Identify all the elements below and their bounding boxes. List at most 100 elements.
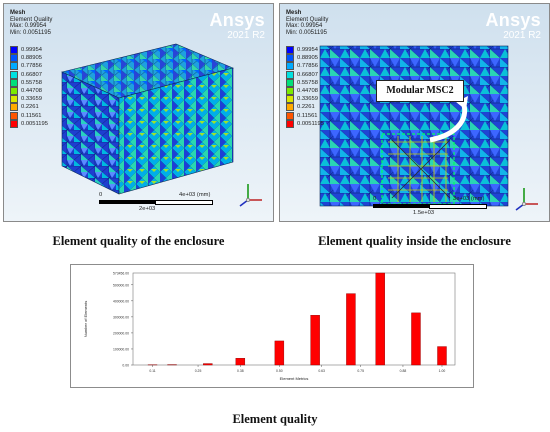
brand-version: 2021 R2 bbox=[227, 30, 265, 41]
x-tick-label: 0.63 bbox=[318, 369, 325, 373]
legend-label: 0.33659 bbox=[21, 96, 42, 103]
legend-swatch bbox=[10, 87, 18, 96]
metric-name: Element Quality bbox=[286, 16, 329, 23]
legend-entry: 0.99954 bbox=[10, 46, 48, 55]
legend-swatch bbox=[286, 95, 294, 104]
x-tick-label: 0.38 bbox=[237, 369, 244, 373]
legend-label: 0.99954 bbox=[297, 47, 318, 54]
legend-entry: 0.88905 bbox=[10, 54, 48, 63]
legend-entry: 0.55758 bbox=[286, 78, 324, 87]
legend-entry: 0.77856 bbox=[10, 62, 48, 71]
metric-max: Max: 0.99954 bbox=[286, 23, 323, 30]
legend-swatch bbox=[286, 70, 294, 79]
histogram-bar bbox=[310, 315, 320, 366]
element-quality-histogram: 0.00 100000.00 200000.00 300000.00 400000.00… bbox=[70, 264, 474, 388]
legend-label: 0.99954 bbox=[21, 47, 42, 54]
histogram-bar bbox=[235, 358, 246, 366]
y-tick-label: 0.00 bbox=[122, 364, 129, 368]
ansys-logo: Ansys 2021 R2 bbox=[485, 10, 541, 41]
legend-label: 0.66807 bbox=[297, 71, 318, 78]
histogram-bar bbox=[411, 312, 421, 366]
legend-swatch bbox=[10, 70, 18, 79]
legend-swatch bbox=[10, 103, 18, 112]
axis-triad-icon bbox=[239, 184, 262, 207]
legend-label: 0.88905 bbox=[21, 55, 42, 62]
legend-label: 0.0051195 bbox=[21, 120, 48, 127]
legend-label: 0.55758 bbox=[297, 79, 318, 86]
scale-mid: 1.5e+03 bbox=[413, 210, 435, 216]
legend-swatch bbox=[10, 46, 18, 55]
callout-label: Modular MSC2 bbox=[376, 80, 464, 102]
section-mesh-render bbox=[319, 45, 509, 207]
legend-label: 0.66807 bbox=[21, 71, 42, 78]
scale-end: 4e+03 (mm) bbox=[179, 192, 211, 198]
y-tick-label: 500000.00 bbox=[113, 283, 129, 287]
legend-swatch bbox=[10, 54, 18, 63]
legend-entry: 0.33659 bbox=[286, 95, 324, 104]
scale-start: 0 bbox=[99, 192, 103, 198]
x-axis-label: Element Metrics bbox=[280, 376, 309, 381]
legend-swatch bbox=[286, 54, 294, 63]
legend-label: 0.77856 bbox=[297, 63, 318, 70]
legend-swatch bbox=[10, 95, 18, 104]
legend-label: 0.44708 bbox=[21, 88, 42, 95]
x-tick-label: 0.50 bbox=[276, 369, 283, 373]
legend-swatch bbox=[286, 78, 294, 87]
histogram-bar bbox=[346, 293, 356, 366]
histogram-bar bbox=[203, 363, 213, 366]
legend-label: 0.2261 bbox=[21, 104, 39, 111]
color-legend: 0.99954 0.88905 0.77856 0.66807 0.55758 0.447… bbox=[286, 46, 324, 128]
histogram-bar bbox=[274, 340, 285, 366]
legend-entry: 0.0051195 bbox=[286, 119, 324, 128]
legend-entry: 0.33659 bbox=[10, 95, 48, 104]
metric-min: Min: 0.0051195 bbox=[10, 29, 51, 36]
histogram-bar bbox=[437, 346, 447, 366]
legend-label: 0.44708 bbox=[297, 88, 318, 95]
scale-bar: 0 3e+03 (mm) 1.5e+03 bbox=[373, 196, 487, 218]
scale-mid: 2e+03 bbox=[139, 206, 156, 212]
y-tick-label: 100000.00 bbox=[113, 347, 129, 351]
x-tick-label: 0.75 bbox=[357, 369, 364, 373]
legend-entry: 0.99954 bbox=[286, 46, 324, 55]
scale-start: 0 bbox=[373, 196, 377, 202]
x-tick-label: 0.11 bbox=[149, 369, 155, 373]
right-mesh-viewport[interactable]: Mesh Element Quality Max: 0.99954 Min: 0… bbox=[279, 3, 550, 222]
y-tick-label: 300000.00 bbox=[113, 315, 129, 319]
brand-version: 2021 R2 bbox=[503, 30, 541, 41]
x-tick-label: 0.25 bbox=[195, 369, 202, 373]
metric-name: Element Quality bbox=[10, 16, 53, 23]
axis-triad-icon bbox=[515, 188, 538, 211]
legend-swatch bbox=[286, 103, 294, 112]
legend-entry: 0.66807 bbox=[286, 70, 324, 79]
legend-entry: 0.0051195 bbox=[10, 119, 48, 128]
legend-label: 0.33659 bbox=[297, 96, 318, 103]
legend-label: 0.11561 bbox=[21, 112, 42, 119]
legend-swatch bbox=[10, 78, 18, 87]
legend-entry: 0.11561 bbox=[10, 111, 48, 120]
ansys-logo: Ansys 2021 R2 bbox=[209, 10, 265, 41]
histogram-bar bbox=[375, 272, 385, 366]
left-mesh-viewport[interactable]: Mesh Element Quality Max: 0.99954 Min: 0… bbox=[3, 3, 274, 222]
y-axis-label: Number of Elements bbox=[83, 301, 88, 337]
legend-swatch bbox=[10, 111, 18, 120]
y-tick-label: 200000.00 bbox=[113, 331, 129, 335]
legend-swatch bbox=[286, 46, 294, 55]
brand-name: Ansys bbox=[485, 10, 541, 30]
histogram-plot: 0.00 100000.00 200000.00 300000.00 400000.00… bbox=[83, 272, 456, 381]
legend-label: 0.77856 bbox=[21, 63, 42, 70]
mesh-info: Mesh Element Quality Max: 0.99954 Min: 0… bbox=[10, 10, 52, 36]
brand-name: Ansys bbox=[209, 10, 265, 30]
legend-swatch bbox=[10, 62, 18, 71]
legend-swatch bbox=[286, 62, 294, 71]
legend-entry: 0.44708 bbox=[286, 87, 324, 96]
legend-swatch bbox=[10, 119, 18, 128]
mesh-info: Mesh Element Quality Max: 0.99954 Min: 0… bbox=[286, 10, 328, 36]
legend-entry: 0.2261 bbox=[10, 103, 48, 112]
legend-swatch bbox=[286, 87, 294, 96]
legend-entry: 0.66807 bbox=[10, 70, 48, 79]
x-tick-label: 0.88 bbox=[400, 369, 407, 373]
legend-entry: 0.55758 bbox=[10, 78, 48, 87]
scale-bar: 0 4e+03 (mm) 2e+03 bbox=[99, 192, 213, 214]
legend-label: 0.0051195 bbox=[297, 120, 324, 127]
x-tick-label: 1.00 bbox=[439, 369, 446, 373]
